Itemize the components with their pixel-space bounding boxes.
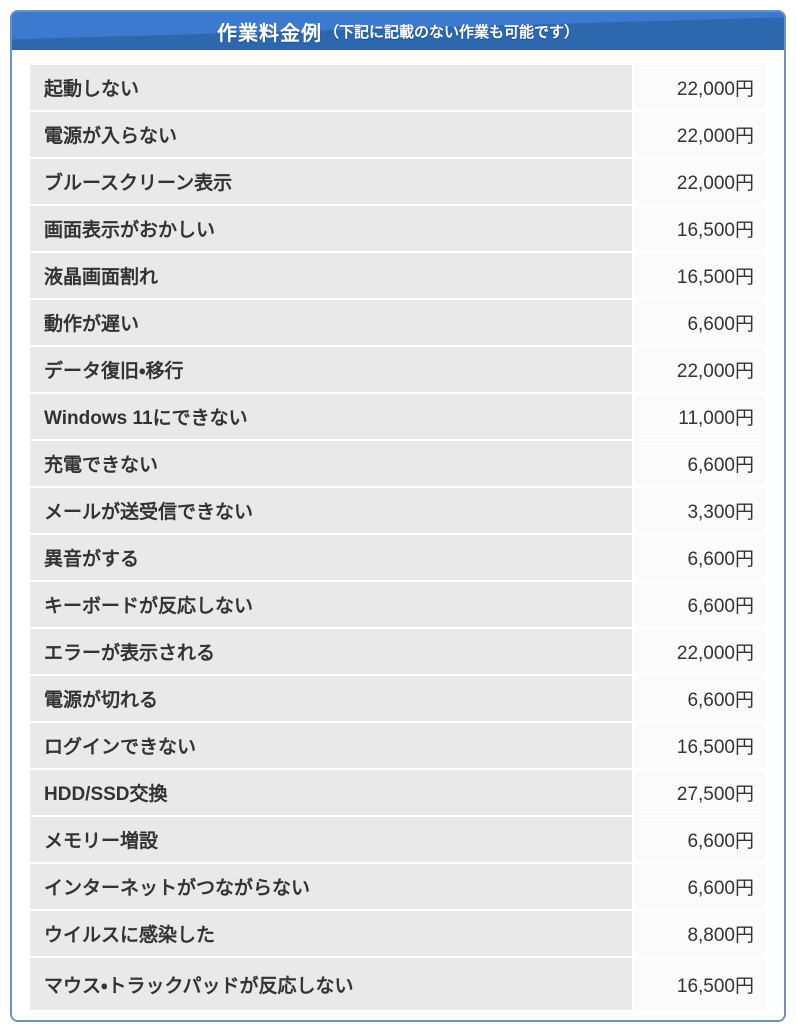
row-price: 16,500円	[632, 206, 766, 251]
row-label: ログインできない	[30, 723, 632, 768]
table-row: HDD/SSD交換 27,500円	[30, 770, 766, 815]
table-row: 異音がする 6,600円	[30, 535, 766, 580]
row-label: メモリー増設	[30, 817, 632, 862]
price-card-subtitle: （下記に記載のない作業も可能です）	[323, 23, 579, 41]
table-row: Windows 11にできない 11,000円	[30, 394, 766, 439]
service-price-card: 作業料金例 （下記に記載のない作業も可能です） 起動しない 22,000円 電源…	[10, 10, 786, 1022]
table-row: ブルースクリーン表示 22,000円	[30, 159, 766, 204]
price-card-title: 作業料金例	[216, 22, 322, 45]
row-price: 6,600円	[632, 441, 766, 486]
price-card-heading: 作業料金例 （下記に記載のない作業も可能です）	[12, 12, 784, 50]
row-price: 16,500円	[632, 723, 766, 768]
row-price: 22,000円	[632, 112, 766, 157]
row-label: メールが送受信できない	[30, 488, 632, 533]
row-label: 充電できない	[30, 441, 632, 486]
row-price: 16,500円	[632, 253, 766, 298]
row-price: 6,600円	[632, 864, 766, 909]
row-label: 異音がする	[30, 535, 632, 580]
table-row: マウス・トラックパッドが反応しない 16,500円	[30, 958, 766, 1010]
row-label: Windows 11にできない	[30, 394, 632, 439]
row-price: 22,000円	[632, 65, 766, 110]
row-label: エラーが表示される	[30, 629, 632, 674]
row-label: ウイルスに感染した	[30, 911, 632, 956]
row-label: 画面表示がおかしい	[30, 206, 632, 251]
table-row: 充電できない 6,600円	[30, 441, 766, 486]
row-price: 27,500円	[632, 770, 766, 815]
row-price: 6,600円	[632, 535, 766, 580]
row-price: 6,600円	[632, 676, 766, 721]
table-row: メールが送受信できない 3,300円	[30, 488, 766, 533]
table-row: ログインできない 16,500円	[30, 723, 766, 768]
row-label: HDD/SSD交換	[30, 770, 632, 815]
table-row: エラーが表示される 22,000円	[30, 629, 766, 674]
row-label: ブルースクリーン表示	[30, 159, 632, 204]
row-price: 6,600円	[632, 817, 766, 862]
row-price: 22,000円	[632, 347, 766, 392]
row-price: 11,000円	[632, 394, 766, 439]
table-row: 電源が入らない 22,000円	[30, 112, 766, 157]
table-row: キーボードが反応しない 6,600円	[30, 582, 766, 627]
row-label: データ復旧・移行	[30, 347, 632, 392]
table-row: 動作が遅い 6,600円	[30, 300, 766, 345]
table-row: 起動しない 22,000円	[30, 65, 766, 110]
row-label: マウス・トラックパッドが反応しない	[30, 958, 632, 1010]
row-price: 16,500円	[632, 958, 766, 1010]
price-card-header: 作業料金例 （下記に記載のない作業も可能です）	[12, 12, 784, 50]
table-row: 液晶画面割れ 16,500円	[30, 253, 766, 298]
row-price: 8,800円	[632, 911, 766, 956]
table-row: データ復旧・移行 22,000円	[30, 347, 766, 392]
row-label: 電源が入らない	[30, 112, 632, 157]
row-price: 22,000円	[632, 629, 766, 674]
row-price: 6,600円	[632, 300, 766, 345]
row-price: 22,000円	[632, 159, 766, 204]
row-label: 電源が切れる	[30, 676, 632, 721]
table-row: ウイルスに感染した 8,800円	[30, 911, 766, 956]
table-row: 画面表示がおかしい 16,500円	[30, 206, 766, 251]
row-label: 液晶画面割れ	[30, 253, 632, 298]
table-row: メモリー増設 6,600円	[30, 817, 766, 862]
row-label: インターネットがつながらない	[30, 864, 632, 909]
row-price: 3,300円	[632, 488, 766, 533]
row-label: キーボードが反応しない	[30, 582, 632, 627]
table-row: インターネットがつながらない 6,600円	[30, 864, 766, 909]
price-table: 起動しない 22,000円 電源が入らない 22,000円 ブルースクリーン表示…	[12, 50, 784, 1020]
row-label: 動作が遅い	[30, 300, 632, 345]
row-price: 6,600円	[632, 582, 766, 627]
row-label: 起動しない	[30, 65, 632, 110]
table-row: 電源が切れる 6,600円	[30, 676, 766, 721]
